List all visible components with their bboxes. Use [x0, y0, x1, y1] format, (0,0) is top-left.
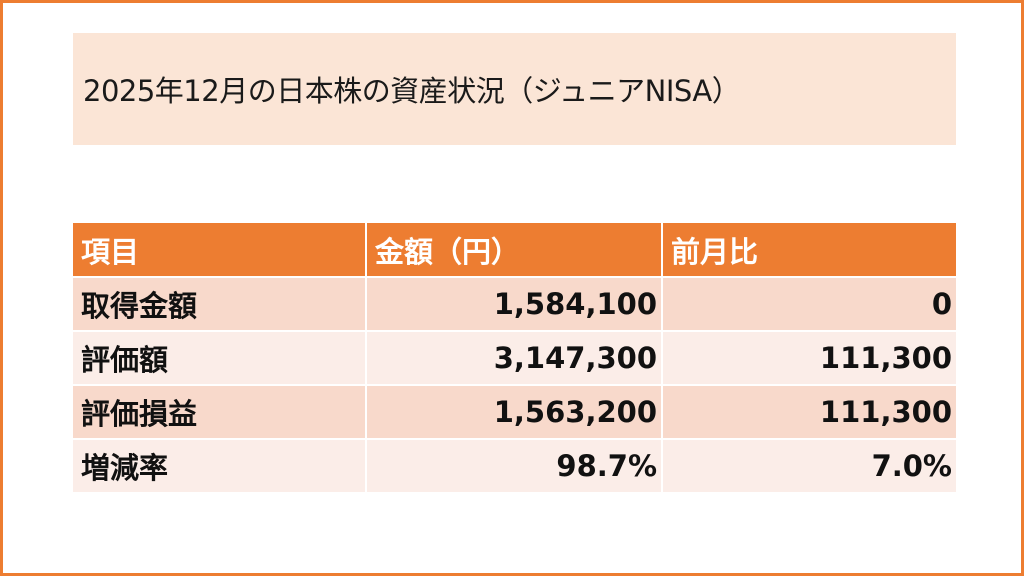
change-cell: 0	[662, 277, 956, 332]
change-cell: 111,300	[662, 385, 956, 440]
page-title: 2025年12月の日本株の資産状況（ジュニアNISA）	[83, 74, 741, 108]
asset-status-table: 項目 金額（円） 前月比 取得金額 1,584,100 0 評価額 3,147,…	[73, 223, 956, 494]
row-label: 取得金額	[73, 277, 367, 332]
title-banner: 2025年12月の日本株の資産状況（ジュニアNISA）	[73, 33, 956, 145]
row-label: 評価額	[73, 331, 367, 386]
amount-cell: 1,563,200	[366, 385, 663, 440]
column-header-item: 項目	[73, 223, 367, 278]
change-cell: 111,300	[662, 331, 956, 386]
row-label: 増減率	[73, 439, 367, 494]
table-row: 取得金額 1,584,100 0	[73, 277, 956, 332]
change-cell: 7.0%	[662, 439, 956, 494]
table-row: 増減率 98.7% 7.0%	[73, 439, 956, 494]
table-row: 評価額 3,147,300 111,300	[73, 331, 956, 386]
column-header-change: 前月比	[662, 223, 956, 278]
amount-cell: 3,147,300	[366, 331, 663, 386]
amount-cell: 1,584,100	[366, 277, 663, 332]
row-label: 評価損益	[73, 385, 367, 440]
amount-cell: 98.7%	[366, 439, 663, 494]
column-header-amount: 金額（円）	[366, 223, 663, 278]
table-row: 評価損益 1,563,200 111,300	[73, 385, 956, 440]
table-header-row: 項目 金額（円） 前月比	[73, 223, 956, 278]
